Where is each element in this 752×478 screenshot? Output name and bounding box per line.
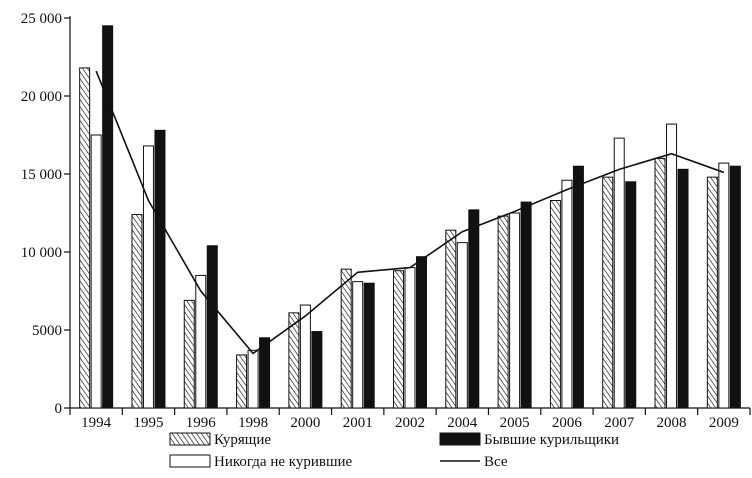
bar-black (206, 245, 218, 409)
y-tick-label: 5000 (32, 323, 62, 339)
legend-label: Никогда не курившие (214, 454, 353, 470)
bar-black (102, 25, 114, 409)
bar-black (259, 337, 271, 409)
x-tick-label: 2000 (290, 415, 320, 431)
bar-black (416, 256, 427, 409)
x-tick-label: 2001 (343, 415, 373, 431)
bar-white (456, 242, 468, 409)
bar-black (677, 168, 689, 409)
bar-hatched (706, 176, 718, 409)
bar-hatched (393, 270, 404, 409)
bar-black (363, 282, 375, 409)
bar-hatched (131, 214, 143, 409)
bar-black (520, 201, 532, 409)
x-tick-label: 2002 (395, 415, 425, 431)
axes: 0 5000 10 000 15 000 20 000 25 000 1994 1995 199… (21, 11, 751, 431)
bar-hatched (340, 268, 352, 409)
legend-swatch-hatched (169, 432, 211, 446)
legend: Курящие Никогда не курившие Бывшие курильщ… (169, 432, 619, 470)
x-tick-label: 2009 (709, 415, 739, 431)
bar-hatched (549, 200, 561, 409)
y-tick-label: 15 000 (21, 167, 62, 183)
bar-white (404, 267, 416, 409)
series-line-all (95, 70, 725, 355)
bar-white (718, 162, 730, 409)
y-tick-label: 20 000 (21, 89, 62, 105)
bar-white (613, 137, 625, 409)
bar-white (90, 134, 102, 409)
bar-black (572, 165, 584, 409)
bar-black (729, 165, 741, 409)
x-tick-label: 2007 (604, 415, 635, 431)
legend-swatch-white (169, 454, 211, 468)
x-tick-label: 2008 (657, 415, 687, 431)
legend-swatch-black (439, 432, 481, 446)
bar-white (666, 123, 678, 409)
x-tick-label: 1995 (133, 415, 163, 431)
bar-hatched (654, 157, 666, 409)
bar-white (509, 212, 521, 409)
bar-hatched (602, 176, 614, 409)
x-tick-label: 2005 (500, 415, 530, 431)
x-tick-label: 1998 (238, 415, 268, 431)
bar-hatched (497, 215, 509, 409)
x-tick-label: 2004 (447, 415, 478, 431)
legend-label: Бывшие курильщики (484, 432, 619, 448)
line-layer (95, 70, 725, 355)
bar-hatched (288, 312, 300, 409)
bar-black (625, 181, 637, 409)
bar-black (468, 209, 480, 409)
bar-hatched (79, 67, 91, 409)
legend-label: Все (484, 454, 508, 470)
bar-black (311, 331, 323, 409)
bar-white (142, 145, 154, 409)
y-tick-label: 25 000 (21, 11, 62, 27)
bar-white (299, 304, 311, 409)
bar-white (247, 349, 259, 409)
bar-black (154, 129, 166, 409)
bar-white (195, 274, 207, 409)
y-tick-label: 10 000 (21, 245, 62, 261)
x-tick-label: 2006 (552, 415, 583, 431)
x-tick-label: 1996 (186, 415, 217, 431)
bar-white (561, 179, 573, 409)
bar-hatched (236, 354, 248, 409)
bar-hatched (183, 299, 195, 409)
bars (79, 25, 741, 409)
y-tick-label: 0 (55, 401, 63, 417)
bar-hatched (445, 229, 457, 409)
x-tick-label: 1994 (81, 415, 112, 431)
bar-white (352, 281, 364, 409)
legend-label: Курящие (214, 432, 271, 448)
